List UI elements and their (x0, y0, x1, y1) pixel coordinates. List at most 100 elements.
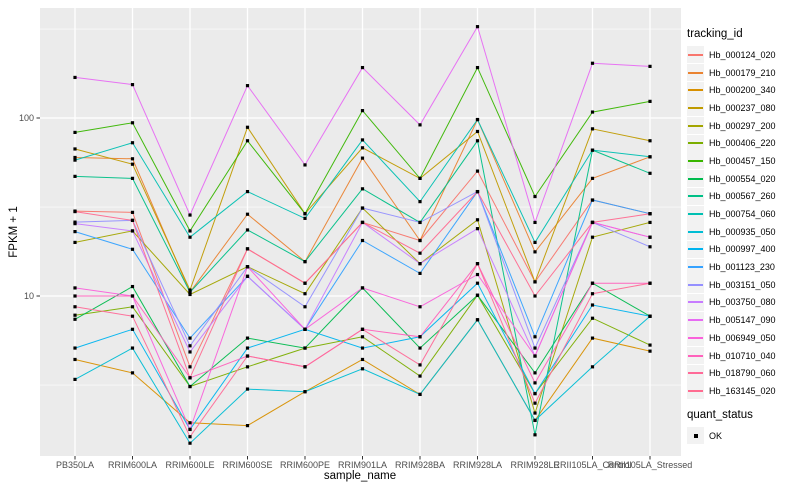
x-tick-label: RRIM928BA (394, 460, 446, 470)
data-point (245, 424, 250, 428)
data-point (648, 235, 652, 239)
data-point (73, 357, 77, 362)
plot-panel (40, 8, 681, 456)
data-point (590, 148, 595, 152)
legend-color-line-icon (688, 248, 703, 251)
legend-label: Hb_018790_060 (709, 368, 776, 379)
data-point (590, 198, 595, 202)
data-point (73, 240, 77, 245)
legend-label: Hb_000179_210 (709, 67, 776, 78)
data-point (533, 354, 537, 358)
data-point (590, 365, 595, 369)
legend-key (687, 46, 704, 64)
legend-label: Hb_000406_220 (709, 138, 776, 149)
data-point (475, 25, 480, 29)
legend-color-line-icon (688, 283, 703, 286)
data-point (533, 391, 537, 396)
data-point (73, 174, 77, 178)
data-point (73, 294, 77, 298)
data-point (360, 238, 365, 243)
data-point (475, 139, 480, 143)
legend-item: Hb_005147_090 (687, 311, 799, 329)
x-axis-title: sample_name (323, 470, 397, 482)
x-tick-label: RRIM901LA (337, 460, 388, 470)
legend-key (687, 117, 704, 135)
legend-color-line-icon (688, 106, 703, 109)
legend-color-line-icon (688, 124, 703, 127)
data-point (303, 292, 307, 296)
data-point (188, 336, 192, 340)
data-point (360, 286, 365, 290)
data-point (245, 354, 250, 358)
legend-color-line-icon (688, 354, 703, 357)
data-point (303, 327, 307, 331)
y-axis-title: FPKM + 1 (8, 206, 20, 258)
data-point (360, 220, 365, 225)
data-point (245, 189, 250, 194)
legend-item: Hb_000297_200 (687, 117, 799, 135)
data-point (73, 377, 77, 381)
data-point (188, 290, 192, 294)
data-point (475, 117, 480, 122)
legend-item: Hb_000406_220 (687, 134, 799, 152)
black-square-marker-icon (693, 433, 698, 438)
legend-item: Hb_001123_230 (687, 258, 799, 276)
data-point (188, 350, 192, 354)
data-point (130, 218, 135, 222)
data-point (303, 365, 307, 369)
data-point (73, 158, 77, 162)
legend-label: Hb_000237_080 (709, 102, 776, 113)
data-point (533, 346, 537, 350)
data-point (590, 336, 595, 340)
data-point (475, 65, 480, 70)
data-point (303, 260, 307, 264)
data-point (303, 281, 307, 285)
data-point (245, 212, 250, 216)
data-point (418, 220, 422, 225)
data-point (475, 281, 480, 285)
data-point (533, 220, 537, 225)
legend-label: Hb_000935_050 (709, 226, 776, 237)
data-point (188, 344, 192, 348)
legend-label: Hb_163145_020 (709, 385, 776, 396)
data-point (130, 346, 135, 350)
data-point (130, 176, 135, 180)
legend-key (687, 134, 704, 152)
data-point (533, 411, 537, 415)
data-point (648, 245, 652, 249)
data-point (188, 235, 192, 239)
legend-color-line-icon (688, 195, 703, 198)
data-point (418, 200, 422, 204)
legend-key (687, 276, 704, 294)
legend-item: Hb_000567_260 (687, 187, 799, 206)
data-point (360, 109, 365, 113)
data-point (418, 123, 422, 127)
data-point (533, 433, 537, 437)
legend-item-ok: OK (687, 427, 799, 445)
data-point (73, 305, 77, 309)
data-point (188, 435, 192, 439)
data-point (303, 212, 307, 216)
legend-item: Hb_000124_020 (687, 46, 799, 64)
data-point (130, 141, 135, 145)
data-point (188, 376, 192, 380)
data-point (475, 189, 480, 194)
data-point (648, 155, 652, 159)
legend-label: Hb_000297_200 (709, 120, 776, 131)
data-point (590, 303, 595, 307)
y-tick-label: 100 (18, 113, 34, 123)
data-point (73, 130, 77, 135)
data-point (475, 169, 480, 173)
quant-ok-key (687, 427, 704, 445)
legend-label: Hb_000200_340 (709, 85, 776, 96)
data-point (475, 218, 480, 222)
x-tick-label: RRIM600SE (222, 460, 273, 470)
data-point (130, 284, 135, 289)
legend-item: Hb_010710_040 (687, 347, 799, 365)
legend-item: Hb_163145_020 (687, 382, 799, 400)
data-point (245, 125, 250, 129)
data-point (188, 427, 192, 432)
data-point (188, 213, 192, 217)
